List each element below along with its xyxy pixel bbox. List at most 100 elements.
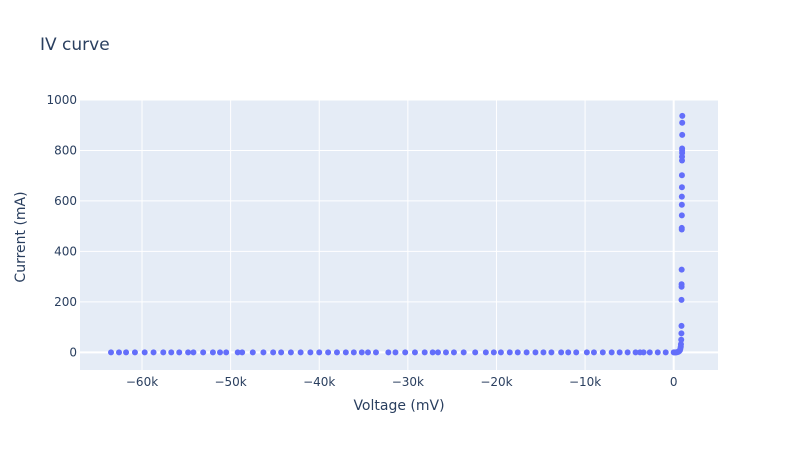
data-point [558, 349, 565, 356]
data-point [678, 201, 685, 208]
data-point [364, 349, 371, 356]
data-point [678, 322, 685, 329]
data-point [287, 349, 294, 356]
data-point [434, 349, 441, 356]
x-tick-label: −10k [569, 375, 601, 389]
x-tick-label: −60k [126, 375, 158, 389]
data-point [372, 349, 379, 356]
data-point [472, 349, 479, 356]
data-point [678, 296, 685, 303]
data-point [429, 349, 436, 356]
data-point [532, 349, 539, 356]
gridlines [80, 99, 718, 370]
data-point [350, 349, 357, 356]
data-point [583, 349, 590, 356]
y-tick-label: 400 [54, 244, 77, 258]
data-point [460, 349, 467, 356]
data-point [624, 349, 631, 356]
plot-area [80, 100, 718, 370]
data-point [599, 349, 606, 356]
data-point [160, 349, 167, 356]
data-point [297, 349, 304, 356]
data-point [190, 349, 197, 356]
data-point [632, 349, 639, 356]
data-point [678, 172, 685, 179]
data-point [678, 281, 685, 288]
y-axis-label: Current (mA) [13, 191, 29, 282]
data-point [616, 349, 623, 356]
y-tick-label: 200 [54, 295, 77, 309]
data-point [185, 349, 192, 356]
data-point [442, 349, 449, 356]
data-point [497, 349, 504, 356]
x-tick-label: −50k [214, 375, 246, 389]
data-point [249, 349, 256, 356]
data-point [590, 349, 597, 356]
data-point [239, 349, 246, 356]
data-point [131, 349, 138, 356]
data-point [678, 193, 685, 200]
data-point [234, 349, 241, 356]
data-point [573, 349, 580, 356]
data-point [678, 266, 685, 273]
chart-title: IV curve [40, 35, 110, 55]
data-point [168, 349, 175, 356]
data-point [679, 119, 686, 126]
y-axis-ticks: 0 200 400 600 800 1000 [46, 93, 77, 359]
data-point [679, 145, 686, 152]
data-point [358, 349, 365, 356]
data-point [450, 349, 457, 356]
data-point [260, 349, 267, 356]
data-point [307, 349, 314, 356]
data-point [482, 349, 489, 356]
data-point [333, 349, 340, 356]
data-point [217, 349, 224, 356]
data-point [342, 349, 349, 356]
data-point [176, 349, 183, 356]
data-point [278, 349, 285, 356]
data-point [402, 349, 409, 356]
data-point [677, 341, 684, 348]
x-tick-label: 0 [670, 375, 678, 389]
data-point [565, 349, 572, 356]
x-tick-label: −40k [303, 375, 335, 389]
data-point [490, 349, 497, 356]
data-point [108, 349, 115, 356]
data-point [411, 349, 418, 356]
data-point [640, 349, 647, 356]
x-tick-label: −30k [392, 375, 424, 389]
y-tick-label: 800 [54, 143, 77, 157]
data-point [662, 349, 669, 356]
data-point [548, 349, 555, 356]
data-point [141, 349, 148, 356]
data-point [678, 184, 685, 191]
y-tick-label: 600 [54, 194, 77, 208]
data-point [679, 131, 686, 138]
data-point [150, 349, 157, 356]
data-point [123, 349, 130, 356]
data-point [223, 349, 230, 356]
data-point [209, 349, 216, 356]
data-point [608, 349, 615, 356]
data-point [325, 349, 332, 356]
data-point [523, 349, 530, 356]
data-point [646, 349, 653, 356]
data-point [679, 112, 686, 119]
data-point [540, 349, 547, 356]
x-tick-label: −20k [480, 375, 512, 389]
data-point [678, 224, 685, 231]
y-tick-label: 0 [69, 345, 77, 359]
data-points [108, 112, 686, 356]
data-point [514, 349, 521, 356]
data-point [421, 349, 428, 356]
y-tick-label: 1000 [46, 93, 77, 107]
x-axis-label: Voltage (mV) [353, 398, 444, 414]
data-point [270, 349, 277, 356]
data-point [200, 349, 207, 356]
data-point [392, 349, 399, 356]
data-point [678, 212, 685, 219]
data-point [316, 349, 323, 356]
data-point [678, 336, 685, 343]
data-point [654, 349, 661, 356]
